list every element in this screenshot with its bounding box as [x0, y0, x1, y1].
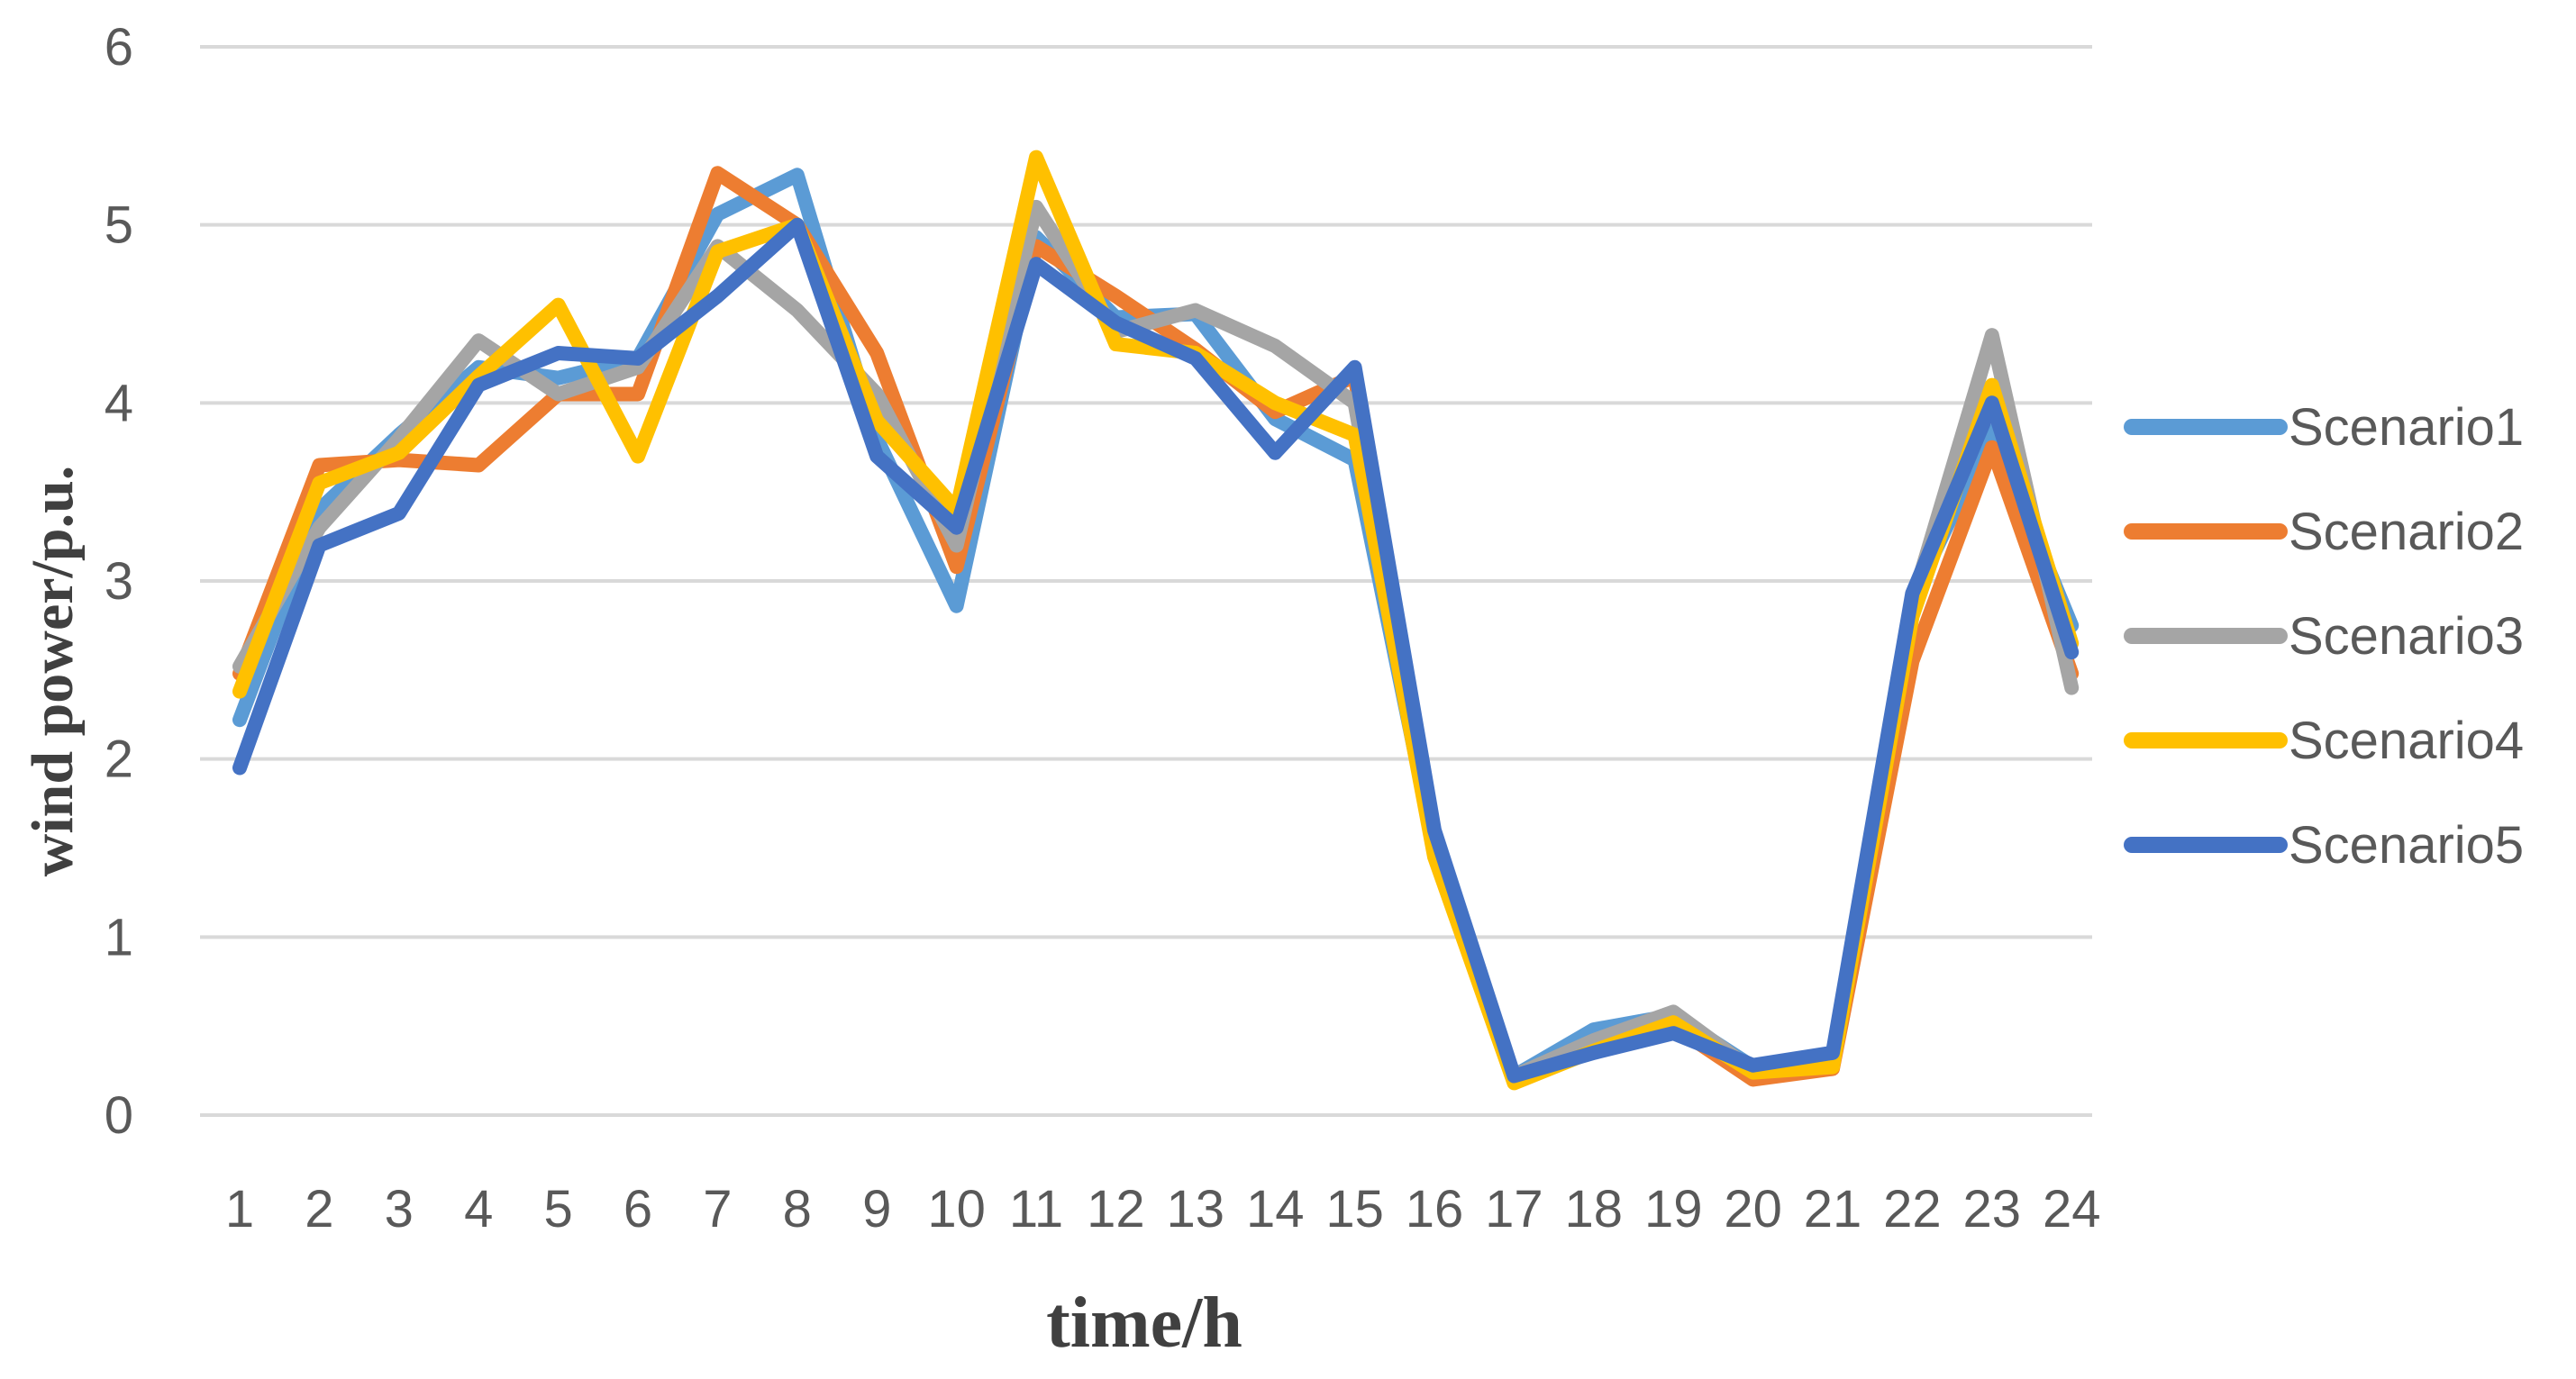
x-tick-5: 5 [543, 1180, 572, 1238]
x-tick-21: 21 [1804, 1180, 1862, 1238]
legend-item-scenario5: Scenario5 [2124, 816, 2524, 875]
x-tick-8: 8 [783, 1180, 812, 1238]
x-tick-9: 9 [862, 1180, 891, 1238]
x-tick-6: 6 [624, 1180, 652, 1238]
legend-label: Scenario2 [2289, 503, 2524, 561]
x-tick-24: 24 [2043, 1180, 2101, 1238]
x-tick-11: 11 [1009, 1180, 1063, 1238]
x-tick-12: 12 [1087, 1180, 1145, 1238]
legend-label: Scenario3 [2289, 607, 2524, 666]
y-tick-1: 1 [105, 908, 133, 966]
legend-label: Scenario4 [2289, 712, 2524, 770]
y-axis-ticks: 0 1 2 3 4 5 6 [105, 18, 133, 1145]
legend-item-scenario4: Scenario4 [2124, 712, 2524, 770]
x-tick-4: 4 [464, 1180, 493, 1238]
y-tick-5: 5 [105, 196, 133, 255]
x-tick-15: 15 [1325, 1180, 1384, 1238]
x-tick-16: 16 [1406, 1180, 1464, 1238]
series-line-scenario5 [232, 217, 2080, 1084]
x-tick-10: 10 [927, 1180, 986, 1238]
x-tick-7: 7 [703, 1180, 732, 1238]
x-tick-22: 22 [1883, 1180, 1942, 1238]
x-axis-label: time/h [1046, 1284, 1242, 1363]
x-tick-20: 20 [1724, 1180, 1782, 1238]
x-tick-19: 19 [1644, 1180, 1703, 1238]
legend-label: Scenario5 [2289, 816, 2524, 875]
y-axis-label: wind power/p.u. [20, 466, 86, 877]
y-tick-4: 4 [105, 374, 133, 432]
x-tick-1: 1 [225, 1180, 254, 1238]
x-tick-23: 23 [1963, 1180, 2022, 1238]
series-line-scenario4 [232, 150, 2080, 1091]
x-tick-18: 18 [1565, 1180, 1624, 1238]
series-line-scenario1 [232, 168, 2080, 1084]
x-tick-13: 13 [1167, 1180, 1225, 1238]
x-tick-3: 3 [385, 1180, 414, 1238]
y-tick-2: 2 [105, 730, 133, 789]
legend-item-scenario2: Scenario2 [2124, 503, 2524, 561]
x-axis-ticks: 1 2 3 4 5 6 7 8 9 10 11 12 13 14 15 16 17 18 19 20 21 22 23 24 [225, 1180, 2101, 1238]
gridlines [200, 45, 2092, 1117]
x-tick-2: 2 [305, 1180, 333, 1238]
legend: Scenario1 Scenario2 Scenario3 Scenario4 Scen… [2124, 398, 2524, 875]
x-tick-17: 17 [1485, 1180, 1543, 1238]
legend-label: Scenario1 [2289, 398, 2524, 457]
x-tick-14: 14 [1246, 1180, 1305, 1238]
y-tick-3: 3 [105, 552, 133, 611]
y-tick-6: 6 [105, 18, 133, 77]
y-tick-0: 0 [105, 1086, 133, 1145]
series-lines [232, 150, 2080, 1091]
legend-item-scenario3: Scenario3 [2124, 607, 2524, 666]
legend-item-scenario1: Scenario1 [2124, 398, 2524, 457]
